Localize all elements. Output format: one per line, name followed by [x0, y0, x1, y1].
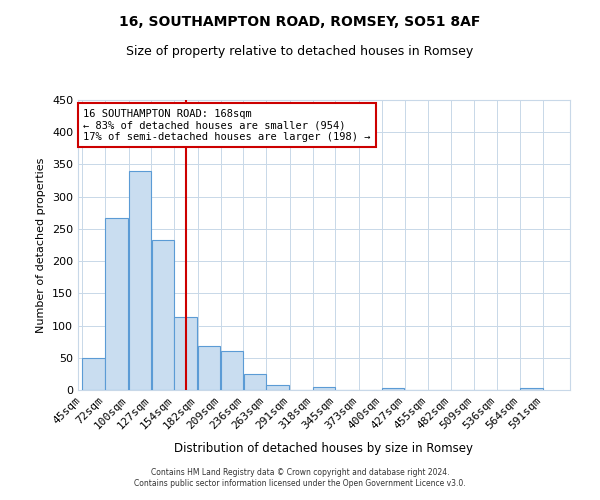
Bar	[520, 388, 543, 390]
Bar	[105, 218, 128, 390]
Bar	[266, 386, 289, 390]
Bar	[198, 346, 220, 390]
Bar	[313, 387, 335, 390]
Text: 16, SOUTHAMPTON ROAD, ROMSEY, SO51 8AF: 16, SOUTHAMPTON ROAD, ROMSEY, SO51 8AF	[119, 15, 481, 29]
X-axis label: Distribution of detached houses by size in Romsey: Distribution of detached houses by size …	[175, 442, 473, 454]
Bar	[382, 388, 404, 390]
Text: Contains HM Land Registry data © Crown copyright and database right 2024.
Contai: Contains HM Land Registry data © Crown c…	[134, 468, 466, 487]
Bar	[152, 240, 174, 390]
Bar	[175, 317, 197, 390]
Text: 16 SOUTHAMPTON ROAD: 168sqm
← 83% of detached houses are smaller (954)
17% of se: 16 SOUTHAMPTON ROAD: 168sqm ← 83% of det…	[83, 108, 370, 142]
Text: Size of property relative to detached houses in Romsey: Size of property relative to detached ho…	[127, 45, 473, 58]
Bar	[221, 350, 243, 390]
Bar	[244, 374, 266, 390]
Y-axis label: Number of detached properties: Number of detached properties	[37, 158, 46, 332]
Bar	[82, 358, 105, 390]
Bar	[129, 171, 151, 390]
